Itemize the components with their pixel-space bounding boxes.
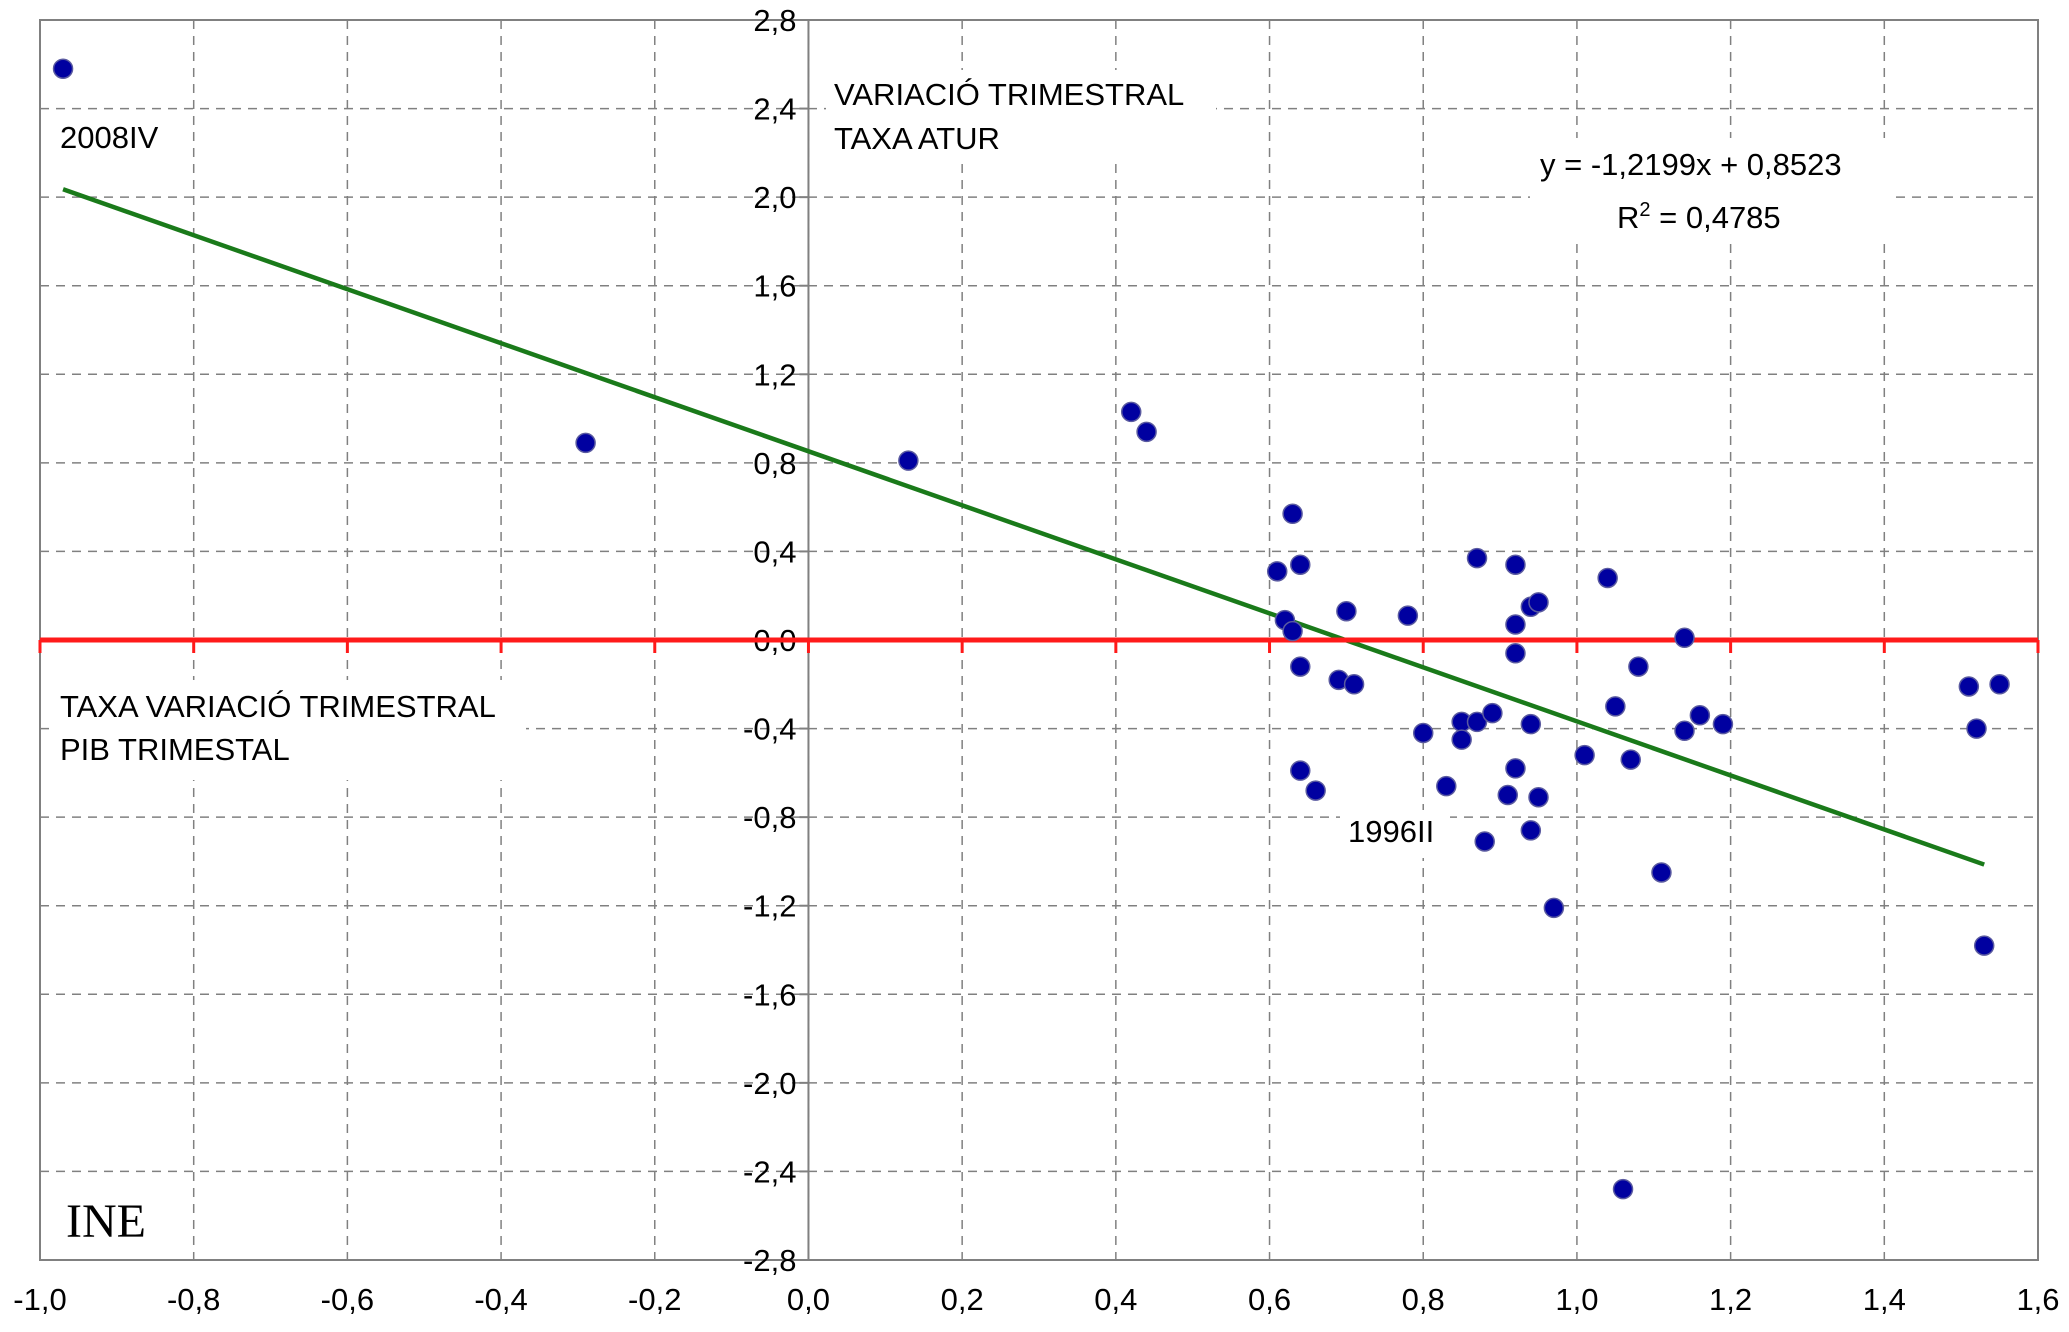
data-point [1505, 554, 1526, 575]
data-point [1966, 718, 1987, 739]
x-tick-label: 1,4 [1863, 1282, 1906, 1317]
data-point [1290, 656, 1311, 677]
x-tick-label: 1,0 [1555, 1282, 1598, 1317]
data-point [1505, 614, 1526, 635]
x-axis-tick-marks [38, 640, 2040, 653]
trendline [62, 187, 1985, 867]
data-point [1973, 935, 1995, 956]
data-point [1290, 760, 1311, 781]
data-points [52, 58, 2010, 1200]
data-point [1620, 749, 1641, 770]
x-tick-label: 0,2 [941, 1282, 984, 1317]
data-point [898, 450, 919, 471]
data-point [1136, 421, 1157, 443]
r-squared-letter: R [1617, 200, 1639, 235]
point-label-1996ii: 1996II [1348, 814, 1434, 849]
x-caption-line-1: TAXA VARIACIÓ TRIMESTRAL [60, 689, 496, 724]
data-point [1712, 713, 1734, 735]
data-point [1305, 780, 1326, 801]
y-tick-label: 0,4 [753, 534, 796, 569]
data-point [1520, 713, 1542, 735]
data-point [1412, 722, 1434, 744]
data-point [1282, 503, 1303, 525]
data-point [1543, 897, 1565, 919]
data-point [1436, 775, 1457, 797]
data-point [1466, 547, 1488, 569]
y-axis-tick-labels: 2,82,42,01,61,20,80,40,0-0,4-0,8-1,2-1,6… [743, 3, 796, 1278]
x-caption-line-2: PIB TRIMESTAL [60, 732, 290, 767]
y-tick-label: -1,2 [743, 889, 796, 924]
y-tick-label: -2,0 [743, 1066, 796, 1101]
data-point [1528, 592, 1549, 613]
data-point [1605, 696, 1626, 717]
point-label-backdrop-1996 [1340, 810, 1450, 858]
data-point [1397, 605, 1419, 626]
data-point [1520, 820, 1542, 841]
data-point [1290, 554, 1311, 575]
r-squared-exponent: 2 [1639, 199, 1650, 221]
data-point [1689, 705, 1711, 726]
data-point [1505, 758, 1526, 779]
y-tick-label: 2,8 [753, 3, 796, 38]
x-caption-backdrop [52, 680, 526, 780]
data-point [1651, 862, 1672, 883]
y-caption-line-2: TAXA ATUR [834, 121, 1000, 156]
data-point [1451, 729, 1472, 750]
y-caption-backdrop [826, 70, 1216, 160]
y-tick-label: 1,2 [753, 357, 796, 392]
x-tick-label: 0,4 [1094, 1282, 1137, 1317]
data-point [1120, 401, 1142, 423]
x-tick-label: -0,2 [628, 1282, 681, 1317]
x-tick-label: 1,6 [2016, 1282, 2059, 1317]
y-tick-label: 0,8 [753, 446, 796, 481]
data-point [575, 432, 596, 454]
y-tick-label: 1,6 [753, 269, 796, 304]
data-point [1497, 784, 1519, 806]
data-point [1612, 1178, 1634, 1200]
y-tick-label: -1,6 [743, 977, 796, 1012]
data-point [1336, 600, 1357, 622]
y-tick-label: 2,4 [753, 92, 796, 127]
data-point [1674, 627, 1695, 649]
x-tick-label: 0,0 [787, 1282, 830, 1317]
x-tick-label: 1,2 [1709, 1282, 1752, 1317]
x-axis-tick-labels: -1,0 -0,8 -0,6 -0,4 -0,2 0,0 0,2 0,4 0,6 0,8 1,0 1,… [13, 1282, 2059, 1317]
data-point [1597, 567, 1618, 589]
y-tick-label: -0,4 [743, 712, 796, 747]
x-tick-label: -0,6 [321, 1282, 374, 1317]
x-tick-label: 0,6 [1248, 1282, 1291, 1317]
data-point [1474, 831, 1495, 852]
data-point [1266, 561, 1288, 582]
x-tick-label: -0,8 [167, 1282, 220, 1317]
data-point [1343, 674, 1365, 695]
y-axis-tick-marks [799, 19, 809, 1261]
data-point [1958, 676, 1980, 697]
source-label: INE [66, 1195, 146, 1248]
data-point [1989, 674, 2010, 695]
data-point [1482, 702, 1503, 724]
r-squared: R2 = 0,4785 [1617, 199, 1781, 235]
data-point [1528, 786, 1549, 808]
x-tick-label: -1,0 [13, 1282, 66, 1317]
data-point [1574, 744, 1595, 766]
y-tick-label: -2,4 [743, 1154, 796, 1189]
data-point [1282, 620, 1303, 642]
data-point [1466, 711, 1488, 733]
point-label-2008iv: 2008IV [60, 120, 159, 155]
y-caption-line-1: VARIACIÓ TRIMESTRAL [834, 77, 1184, 112]
x-tick-label: 0,8 [1402, 1282, 1445, 1317]
data-point [1674, 720, 1695, 742]
r-squared-value: = 0,4785 [1651, 200, 1781, 235]
y-tick-label: 2,0 [753, 180, 796, 215]
data-point [1505, 643, 1526, 664]
trendline-equation: y = -1,2199x + 0,8523 [1540, 147, 1842, 182]
data-point [1628, 656, 1649, 677]
data-point [52, 58, 74, 79]
y-tick-label: -0,8 [743, 800, 796, 835]
x-tick-label: -0,4 [474, 1282, 527, 1317]
y-tick-label: -2,8 [743, 1243, 796, 1278]
equation-backdrop [1530, 138, 1890, 242]
